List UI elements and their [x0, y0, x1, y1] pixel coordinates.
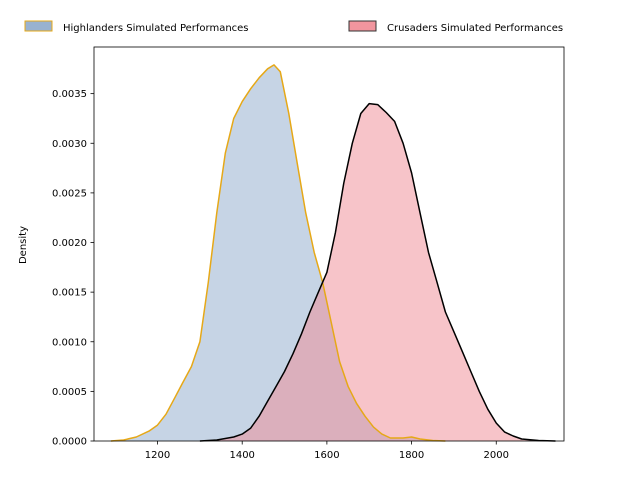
- y-tick-label: 0.0005: [52, 387, 87, 398]
- series-line-0: [110, 64, 446, 442]
- y-tick-label: 0.0025: [52, 188, 87, 199]
- legend-swatch-1: [348, 20, 377, 32]
- x-tick-label: 2000: [484, 450, 509, 461]
- x-tick-label: 1200: [145, 450, 170, 461]
- y-axis-label: Density: [18, 226, 29, 264]
- series-area-1: [199, 103, 556, 441]
- legend: Highlanders Simulated Performances Crusad…: [24, 20, 563, 34]
- x-axis: 1200 1400 1600 1800 2000: [145, 441, 509, 461]
- y-tick-label: 0.0020: [52, 238, 87, 249]
- x-tick-label: 1400: [229, 450, 254, 461]
- legend-label-1: Crusaders Simulated Performances: [387, 23, 563, 34]
- y-axis: 0.0000 0.0005 0.0010 0.0015 0.0020 0.0025 0.00…: [52, 89, 94, 448]
- y-tick-label: 0.0035: [52, 89, 87, 100]
- y-tick-label: 0.0000: [52, 437, 87, 448]
- plot-frame: [93, 46, 565, 442]
- axes-frame: [93, 46, 565, 442]
- x-tick-label: 1800: [399, 450, 424, 461]
- y-tick-label: 0.0010: [52, 337, 87, 348]
- x-tick-label: 1600: [314, 450, 339, 461]
- series-layer: [110, 64, 556, 442]
- series-line-1: [199, 102, 556, 442]
- legend-label-0: Highlanders Simulated Performances: [63, 23, 249, 34]
- series-area-0: [110, 64, 446, 442]
- y-tick-label: 0.0015: [52, 288, 87, 299]
- legend-swatch-0: [24, 20, 53, 32]
- y-tick-label: 0.0030: [52, 139, 87, 150]
